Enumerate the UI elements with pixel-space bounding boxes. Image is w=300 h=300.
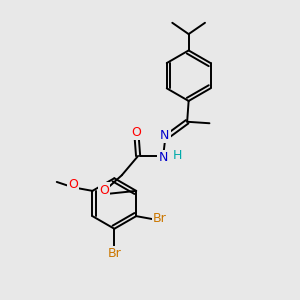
Text: N: N xyxy=(160,129,170,142)
Text: O: O xyxy=(132,126,142,139)
Text: Br: Br xyxy=(153,212,167,225)
Text: O: O xyxy=(68,178,78,191)
Text: H: H xyxy=(173,149,182,162)
Text: O: O xyxy=(99,184,109,196)
Text: Br: Br xyxy=(107,247,121,260)
Text: N: N xyxy=(159,151,168,164)
